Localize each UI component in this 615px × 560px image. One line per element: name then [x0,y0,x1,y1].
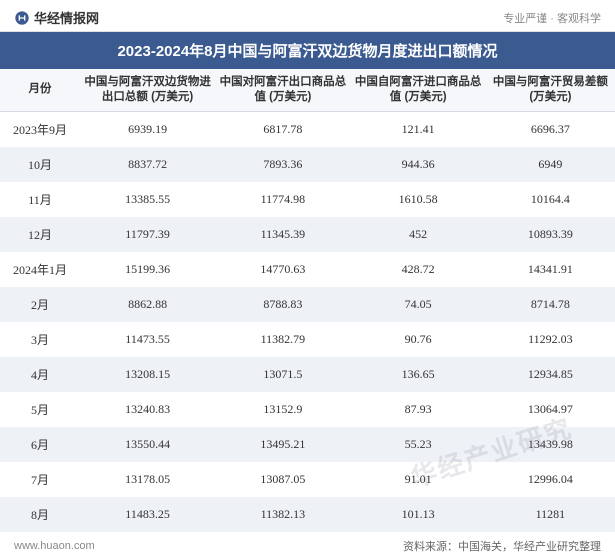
table-cell: 74.05 [351,287,486,322]
col-header: 中国自阿富汗进口商品总值 (万美元) [351,69,486,111]
table-cell: 11292.03 [486,322,615,357]
table-cell: 7月 [0,462,80,497]
table-cell: 428.72 [351,252,486,287]
col-header: 中国与阿富汗贸易差额 (万美元) [486,69,615,111]
table-cell: 12934.85 [486,357,615,392]
table-cell: 101.13 [351,497,486,532]
logo-block: 华经情报网 [14,8,99,27]
table-title: 2023-2024年8月中国与阿富汗双边货物月度进出口额情况 [0,32,615,69]
table-cell: 13439.98 [486,427,615,462]
table-cell: 11345.39 [215,217,350,252]
footer-source: 资料来源：中国海关，华经产业研究整理 [403,538,601,554]
table-cell: 13208.15 [80,357,215,392]
table-row: 10月8837.727893.36944.366949 [0,147,615,182]
table-cell: 136.65 [351,357,486,392]
table-cell: 90.76 [351,322,486,357]
table-cell: 11483.25 [80,497,215,532]
table-cell: 87.93 [351,392,486,427]
table-cell: 452 [351,217,486,252]
table-cell: 13495.21 [215,427,350,462]
table-cell: 11797.39 [80,217,215,252]
table-cell: 6939.19 [80,111,215,147]
table-cell: 15199.36 [80,252,215,287]
table-cell: 11382.13 [215,497,350,532]
table-cell: 13385.55 [80,182,215,217]
table-cell: 6月 [0,427,80,462]
table-row: 6月13550.4413495.2155.2313439.98 [0,427,615,462]
table-cell: 10164.4 [486,182,615,217]
table-cell: 2024年1月 [0,252,80,287]
table-cell: 14770.63 [215,252,350,287]
table-cell: 8788.83 [215,287,350,322]
table-cell: 13087.05 [215,462,350,497]
trade-table: 月份 中国与阿富汗双边货物进出口总额 (万美元) 中国对阿富汗出口商品总值 (万… [0,69,615,532]
table-row: 12月11797.3911345.3945210893.39 [0,217,615,252]
table-cell: 10月 [0,147,80,182]
logo-text: 华经情报网 [34,8,99,27]
table-cell: 8862.88 [80,287,215,322]
page-footer: www.huaon.com 资料来源：中国海关，华经产业研究整理 [0,532,615,560]
footer-url: www.huaon.com [14,540,95,552]
table-cell: 8837.72 [80,147,215,182]
col-header: 月份 [0,69,80,111]
table-cell: 944.36 [351,147,486,182]
table-cell: 6696.37 [486,111,615,147]
table-row: 11月13385.5511774.981610.5810164.4 [0,182,615,217]
table-cell: 13064.97 [486,392,615,427]
table-cell: 7893.36 [215,147,350,182]
table-cell: 121.41 [351,111,486,147]
table-row: 5月13240.8313152.987.9313064.97 [0,392,615,427]
table-cell: 11月 [0,182,80,217]
table-cell: 91.01 [351,462,486,497]
table-cell: 11281 [486,497,615,532]
table-cell: 12996.04 [486,462,615,497]
table-row: 2月8862.888788.8374.058714.78 [0,287,615,322]
table-cell: 13152.9 [215,392,350,427]
table-cell: 55.23 [351,427,486,462]
table-cell: 8714.78 [486,287,615,322]
table-row: 3月11473.5511382.7990.7611292.03 [0,322,615,357]
page-header: 华经情报网 专业严谨 · 客观科学 [0,0,615,32]
table-row: 2023年9月6939.196817.78121.416696.37 [0,111,615,147]
table-cell: 4月 [0,357,80,392]
table-cell: 2023年9月 [0,111,80,147]
table-cell: 10893.39 [486,217,615,252]
table-cell: 6949 [486,147,615,182]
table-cell: 11774.98 [215,182,350,217]
table-cell: 2月 [0,287,80,322]
table-cell: 13240.83 [80,392,215,427]
col-header: 中国与阿富汗双边货物进出口总额 (万美元) [80,69,215,111]
table-cell: 13071.5 [215,357,350,392]
table-cell: 5月 [0,392,80,427]
header-tagline: 专业严谨 · 客观科学 [503,10,601,26]
table-cell: 1610.58 [351,182,486,217]
table-cell: 12月 [0,217,80,252]
table-header-row: 月份 中国与阿富汗双边货物进出口总额 (万美元) 中国对阿富汗出口商品总值 (万… [0,69,615,111]
table-row: 8月11483.2511382.13101.1311281 [0,497,615,532]
table-cell: 11382.79 [215,322,350,357]
table-cell: 8月 [0,497,80,532]
table-cell: 11473.55 [80,322,215,357]
table-row: 4月13208.1513071.5136.6512934.85 [0,357,615,392]
table-row: 2024年1月15199.3614770.63428.7214341.91 [0,252,615,287]
logo-icon [14,10,30,26]
table-cell: 13550.44 [80,427,215,462]
col-header: 中国对阿富汗出口商品总值 (万美元) [215,69,350,111]
table-cell: 6817.78 [215,111,350,147]
table-row: 7月13178.0513087.0591.0112996.04 [0,462,615,497]
table-cell: 14341.91 [486,252,615,287]
table-cell: 13178.05 [80,462,215,497]
table-cell: 3月 [0,322,80,357]
